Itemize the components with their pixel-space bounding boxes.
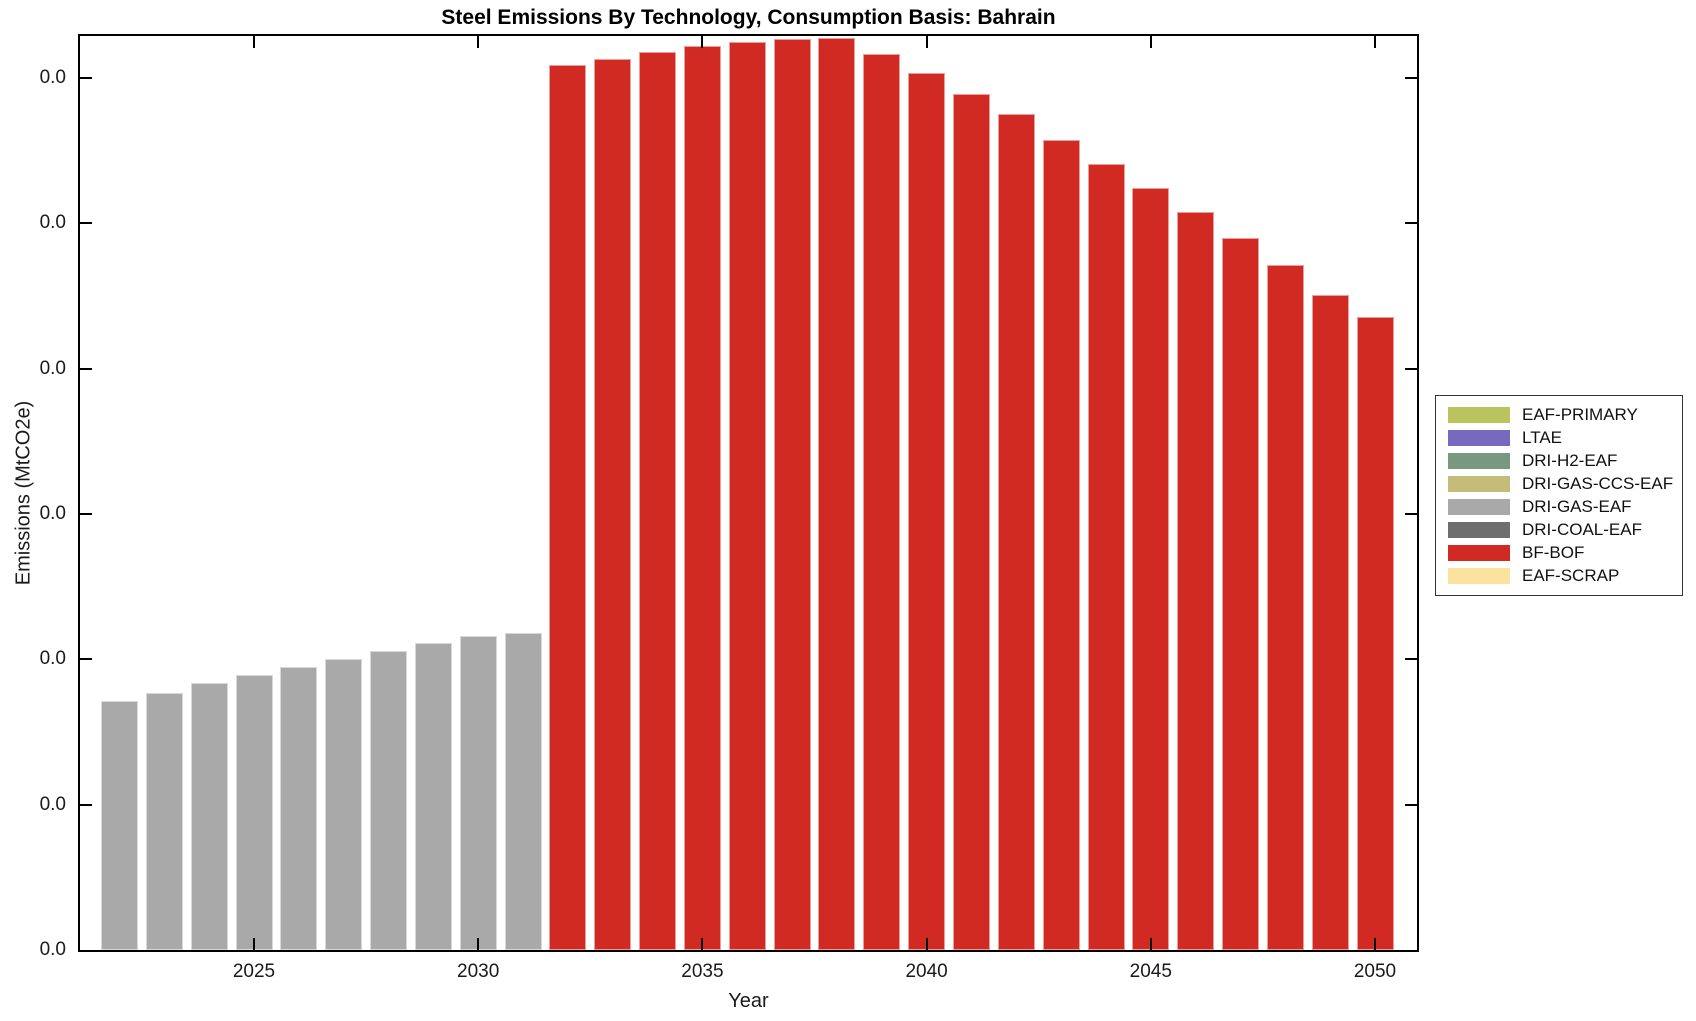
bar-bf-bof-2048 (1266, 265, 1304, 950)
legend: EAF-PRIMARY LTAE DRI-H2-EAF DRI-GAS-CCS-EAF… (1435, 395, 1683, 596)
y-tick-right (1405, 658, 1417, 661)
bar-dri-gas-eaf-2023 (145, 693, 183, 950)
bar-bf-bof-2044 (1087, 164, 1125, 950)
legend-label: LTAE (1522, 428, 1562, 447)
bar-bf-bof-2042 (997, 114, 1035, 950)
bar-dri-gas-eaf-2031 (504, 633, 542, 950)
bar-dri-gas-eaf-2028 (370, 651, 407, 950)
x-axis-tick-label: 2030 (457, 961, 500, 982)
y-axis-tick-label: 0.0 (39, 648, 66, 670)
legend-label: EAF-PRIMARY (1522, 405, 1638, 424)
legend-swatch (1448, 499, 1510, 515)
legend-label: DRI-COAL-EAF (1522, 520, 1642, 539)
y-tick-right (1405, 77, 1417, 79)
x-axis-tick-label: 2035 (681, 961, 724, 982)
y-axis-tick-label: 0.0 (39, 503, 66, 524)
bar-bf-bof-2032 (549, 65, 587, 950)
x-tick-top (1374, 36, 1376, 48)
x-tick-top (253, 36, 255, 48)
x-tick-bottom (477, 938, 480, 950)
bar-bf-bof-2047 (1222, 238, 1259, 950)
legend-swatch (1448, 545, 1510, 561)
bar-bf-bof-2035 (683, 46, 721, 950)
legend-label: DRI-GAS-CCS-EAF (1522, 474, 1674, 493)
x-axis-tick-label: 2050 (1353, 961, 1397, 982)
legend-swatch (1448, 568, 1510, 584)
x-tick-bottom (253, 938, 255, 950)
legend-swatch (1448, 453, 1510, 469)
x-axis-tick-label: 2025 (232, 961, 276, 982)
bar-dri-gas-eaf-2030 (459, 636, 497, 950)
bar-bf-bof-2037 (773, 39, 811, 950)
y-tick-right (1405, 513, 1417, 515)
y-axis-tick-label: 0.0 (39, 939, 66, 960)
bar-bf-bof-2036 (728, 42, 766, 950)
x-tick-top (477, 36, 480, 48)
legend-item: DRI-H2-EAF (1448, 450, 1670, 472)
legend-item: DRI-COAL-EAF (1448, 519, 1670, 541)
bar-dri-gas-eaf-2029 (414, 643, 452, 950)
y-axis-tick-label: 0.0 (39, 212, 66, 234)
y-tick-left (80, 658, 92, 661)
plot-area (78, 34, 1419, 952)
legend-swatch (1448, 522, 1510, 538)
legend-swatch (1448, 430, 1510, 446)
x-axis-tick-label: 2045 (1129, 961, 1172, 982)
bar-bf-bof-2049 (1311, 295, 1349, 950)
legend-label: DRI-GAS-EAF (1522, 497, 1632, 516)
chart-title: Steel Emissions By Technology, Consumpti… (441, 6, 1056, 29)
legend-item: BF-BOF (1448, 542, 1670, 564)
bar-bf-bof-2043 (1042, 140, 1080, 950)
y-tick-right (1405, 803, 1417, 806)
legend-label: BF-BOF (1522, 543, 1585, 562)
bar-bf-bof-2045 (1132, 188, 1170, 950)
x-tick-top (1149, 36, 1152, 48)
x-tick-top (701, 36, 704, 48)
y-tick-left (80, 222, 92, 225)
y-tick-left (80, 77, 92, 79)
legend-swatch (1448, 407, 1510, 423)
bar-dri-gas-eaf-2027 (325, 659, 363, 950)
bar-dri-gas-eaf-2025 (235, 675, 273, 950)
bar-bf-bof-2033 (594, 59, 632, 950)
bar-dri-gas-eaf-2024 (190, 683, 228, 950)
y-axis-tick-label: 0.0 (39, 793, 66, 815)
x-tick-bottom (925, 938, 928, 950)
bar-dri-gas-eaf-2022 (101, 701, 138, 950)
legend-label: EAF-SCRAP (1522, 566, 1620, 585)
bar-bf-bof-2041 (952, 94, 990, 950)
x-tick-bottom (1374, 938, 1376, 950)
legend-item: EAF-PRIMARY (1448, 404, 1670, 426)
y-axis-tick-label: 0.0 (39, 67, 66, 88)
y-tick-left (80, 367, 92, 370)
legend-item: DRI-GAS-EAF (1448, 496, 1670, 518)
y-tick-right (1405, 367, 1417, 370)
bar-bf-bof-2038 (818, 38, 856, 950)
legend-item: DRI-GAS-CCS-EAF (1448, 473, 1674, 495)
x-axis-label: Year (728, 990, 769, 1012)
bar-dri-gas-eaf-2026 (280, 667, 318, 950)
bar-bf-bof-2050 (1356, 317, 1394, 950)
plot-inner (80, 36, 1417, 950)
y-tick-left (80, 803, 92, 806)
legend-swatch (1448, 476, 1510, 492)
x-tick-top (925, 36, 928, 48)
bar-bf-bof-2046 (1177, 212, 1215, 950)
legend-label: DRI-H2-EAF (1522, 451, 1618, 470)
y-tick-right (1405, 222, 1417, 225)
bar-bf-bof-2034 (639, 52, 677, 950)
x-axis-tick-label: 2040 (905, 961, 948, 982)
bar-bf-bof-2040 (908, 73, 946, 950)
x-tick-bottom (701, 938, 704, 950)
bar-bf-bof-2039 (863, 54, 901, 950)
legend-item: LTAE (1448, 427, 1670, 449)
legend-item: EAF-SCRAP (1448, 565, 1670, 587)
y-axis-label: Emissions (MtCO2e) (12, 400, 35, 586)
y-tick-left (80, 513, 92, 515)
x-tick-bottom (1149, 938, 1152, 950)
y-axis-tick-label: 0.0 (39, 357, 66, 379)
